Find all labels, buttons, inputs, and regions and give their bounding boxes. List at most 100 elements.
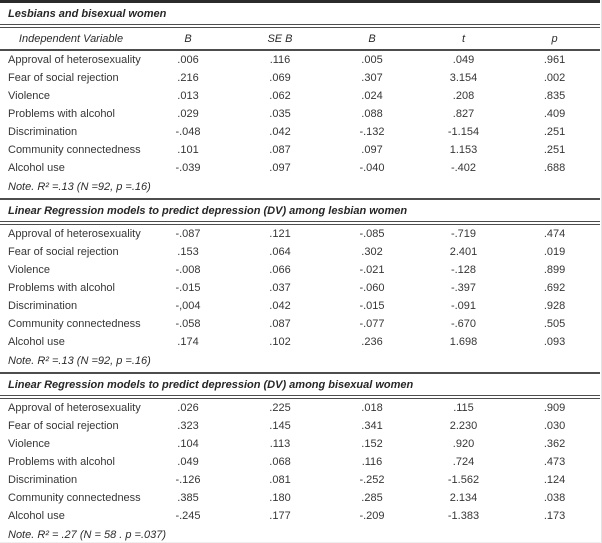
p-value-cell: .835 (543, 90, 566, 102)
t-value-cell: .827 (452, 108, 475, 120)
table-row: Community connectedness .101 .087 .097 1… (0, 141, 600, 159)
b-value-cell: .006 (177, 54, 199, 66)
variable-label-cell: Discrimination (8, 126, 78, 138)
se-b-value-cell: .068 (269, 456, 291, 468)
t-value-cell: -.397 (450, 282, 477, 294)
t-value-cell: -.091 (450, 300, 477, 312)
table-row: Approval of heterosexuality .026 .225 .0… (0, 397, 600, 417)
se-b-value-cell: .177 (269, 510, 291, 522)
beta-value-cell: -.209 (359, 510, 385, 522)
column-header-row: Independent Variable B SE B B t p (0, 26, 601, 51)
se-b-value-cell: .064 (269, 246, 291, 258)
note-row: Note. R² =.13 (N =92, p =.16) (0, 351, 601, 374)
variable-label-cell: Problems with alcohol (8, 282, 115, 294)
beta-value-cell: -.077 (359, 318, 385, 330)
b-value-cell: -.087 (175, 228, 201, 240)
t-value-cell: 3.154 (449, 72, 478, 84)
variable-label-cell: Discrimination (8, 474, 78, 486)
table-row: Community connectedness .385 .180 .285 2… (0, 489, 600, 507)
beta-value-cell: .024 (361, 90, 383, 102)
beta-value-cell: .116 (361, 456, 383, 468)
b-value-cell: .049 (177, 456, 199, 468)
section-title: Linear Regression models to predict depr… (0, 199, 601, 225)
table-title: Lesbians and bisexual women (0, 1, 601, 28)
b-value-cell: .323 (177, 420, 199, 432)
se-b-value-cell: .035 (269, 108, 291, 120)
table-note: Note. R² =.13 (N =92, p =.16) (0, 351, 601, 374)
se-b-value-cell: .180 (269, 492, 291, 504)
table-note: Note. R² =.13 (N =92, p =.16) (0, 177, 601, 200)
t-value-cell: -1.562 (447, 474, 480, 486)
t-value-cell: .920 (452, 438, 475, 450)
beta-value-cell: .018 (361, 402, 383, 414)
table-note: Note. R² = .27 (N = 58 . p =.037) (0, 525, 601, 542)
se-b-value-cell: .121 (269, 228, 291, 240)
b-value-cell: -.048 (175, 126, 201, 138)
beta-value-cell: .236 (361, 336, 383, 348)
t-value-cell: 2.230 (449, 420, 478, 432)
beta-value-cell: -.021 (359, 264, 385, 276)
p-value-cell: .899 (543, 264, 566, 276)
variable-label-cell: Violence (8, 264, 50, 276)
t-value-cell: -1.154 (447, 126, 480, 138)
section-title-row: Linear Regression models to predict depr… (0, 199, 601, 225)
b-value-cell: -.245 (175, 510, 201, 522)
variable-label-cell: Approval of heterosexuality (8, 54, 141, 66)
b-value-cell: -.058 (175, 318, 201, 330)
variable-label-cell: Alcohol use (8, 162, 65, 174)
se-b-value-cell: .037 (269, 282, 291, 294)
t-value-cell: -.670 (450, 318, 477, 330)
b-value-cell: -.126 (175, 474, 201, 486)
p-value-cell: .688 (543, 162, 566, 174)
se-b-value-cell: .097 (269, 162, 291, 174)
t-value-cell: .724 (452, 456, 475, 468)
beta-value-cell: -.085 (359, 228, 385, 240)
section-title: Linear Regression models to predict depr… (0, 373, 601, 399)
p-value-cell: .173 (543, 510, 566, 522)
table-row: Fear of social rejection .323 .145 .341 … (0, 417, 600, 435)
p-value-cell: .030 (543, 420, 566, 432)
p-value-cell: .002 (543, 72, 566, 84)
b-value-cell: .153 (177, 246, 199, 258)
p-value-cell: .474 (543, 228, 566, 240)
table-row: Discrimination -.048 .042 -.132 -1.154 .… (0, 123, 600, 141)
p-value-cell: .124 (543, 474, 566, 486)
b-value-cell: .385 (177, 492, 199, 504)
variable-label-cell: Problems with alcohol (8, 108, 115, 120)
p-value-cell: .505 (543, 318, 566, 330)
p-value-cell: .473 (543, 456, 566, 468)
se-b-value-cell: .087 (269, 318, 291, 330)
variable-label-cell: Alcohol use (8, 336, 65, 348)
table-row: Alcohol use .174 .102 .236 1.698 .093 (0, 333, 600, 351)
se-b-value-cell: .066 (269, 264, 291, 276)
note-row: Note. R² =.13 (N =92, p =.16) (0, 177, 601, 200)
b-value-cell: .029 (177, 108, 199, 120)
variable-label-cell: Community connectedness (8, 144, 141, 156)
t-value-cell: 2.134 (449, 492, 478, 504)
table-row: Approval of heterosexuality -.087 .121 -… (0, 223, 600, 243)
beta-value-cell: .097 (361, 144, 383, 156)
t-value-cell: .115 (453, 402, 474, 414)
b-value-cell: .174 (177, 336, 199, 348)
t-value-cell: -.719 (450, 228, 477, 240)
p-value-cell: .251 (543, 126, 566, 138)
p-value-cell: .928 (543, 300, 566, 312)
table-row: Violence .104 .113 .152 .920 .362 (0, 435, 600, 453)
column-header-b: B (142, 26, 234, 51)
table-row: Fear of social rejection .216 .069 .307 … (0, 69, 600, 87)
column-header-independent-variable: Independent Variable (0, 26, 142, 51)
variable-label-cell: Community connectedness (8, 492, 141, 504)
table-row: Community connectedness -.058 .087 -.077… (0, 315, 600, 333)
variable-label-cell: Fear of social rejection (8, 420, 119, 432)
se-b-value-cell: .062 (269, 90, 291, 102)
b-value-cell: .104 (177, 438, 199, 450)
beta-value-cell: .307 (361, 72, 383, 84)
column-header-p: p (509, 26, 601, 51)
p-value-cell: .409 (543, 108, 566, 120)
b-value-cell: -,004 (175, 300, 201, 312)
se-b-value-cell: .081 (269, 474, 291, 486)
b-value-cell: -.039 (175, 162, 201, 174)
se-b-value-cell: .042 (269, 126, 291, 138)
